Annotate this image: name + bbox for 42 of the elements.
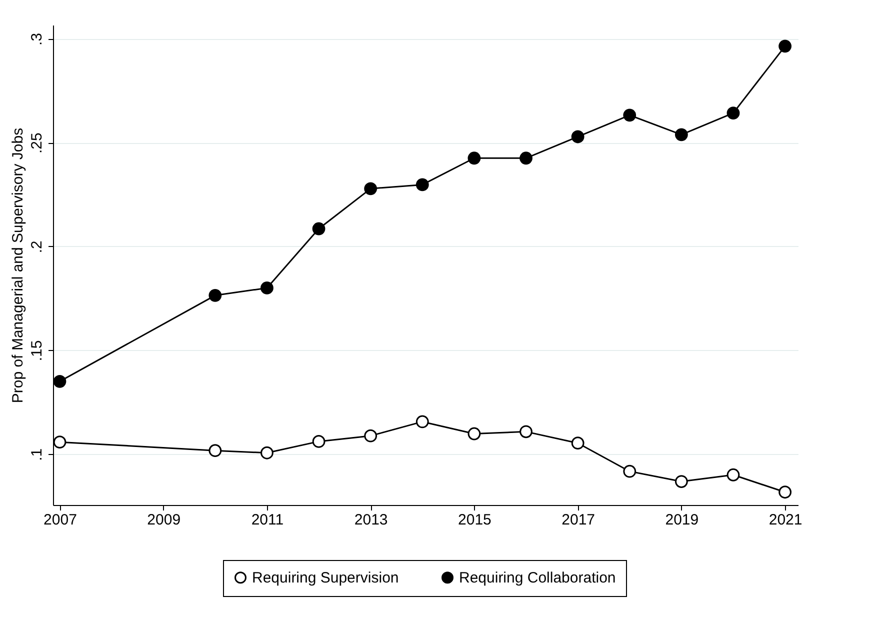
point [674, 475, 688, 488]
point [208, 288, 222, 302]
legend-label: Requiring Collaboration [459, 570, 616, 587]
point [468, 152, 481, 165]
y-tick-label: .1 [28, 448, 46, 461]
x-tick-label: 2007 [44, 512, 77, 528]
point [416, 415, 429, 428]
legend-label: Requiring Supervision [252, 570, 399, 587]
point [778, 486, 792, 499]
point [53, 374, 66, 388]
point [726, 468, 740, 482]
point [364, 429, 378, 442]
point [364, 182, 378, 196]
point [726, 106, 740, 120]
x-tick-label: 2017 [562, 512, 596, 528]
point [623, 464, 636, 478]
point [623, 108, 636, 122]
x-tick-label: 2019 [665, 512, 699, 528]
y-axis-title: Prop of Managerial and Supervisory Jobs [10, 128, 26, 404]
x-tick-label: 2011 [251, 512, 284, 528]
x-tick-label: 2009 [147, 512, 181, 528]
point [260, 446, 274, 460]
point [416, 178, 429, 192]
point [571, 436, 584, 450]
x-tick-label: 2013 [354, 512, 388, 528]
point [208, 444, 222, 458]
point [312, 222, 326, 236]
point [53, 436, 66, 449]
y-tick-label: .2 [28, 240, 46, 254]
point [260, 282, 274, 294]
point [520, 425, 532, 438]
y-tick-label: .3 [28, 32, 46, 46]
x-tick-label: 2021 [768, 512, 802, 528]
y-tick-label: .15 [28, 340, 46, 362]
point [520, 152, 532, 165]
y-tick-label: .25 [28, 132, 46, 154]
point [571, 130, 584, 144]
point [468, 427, 481, 440]
x-tick-label: 2015 [458, 512, 492, 528]
point [778, 40, 792, 53]
point [674, 128, 688, 142]
point [312, 435, 326, 448]
